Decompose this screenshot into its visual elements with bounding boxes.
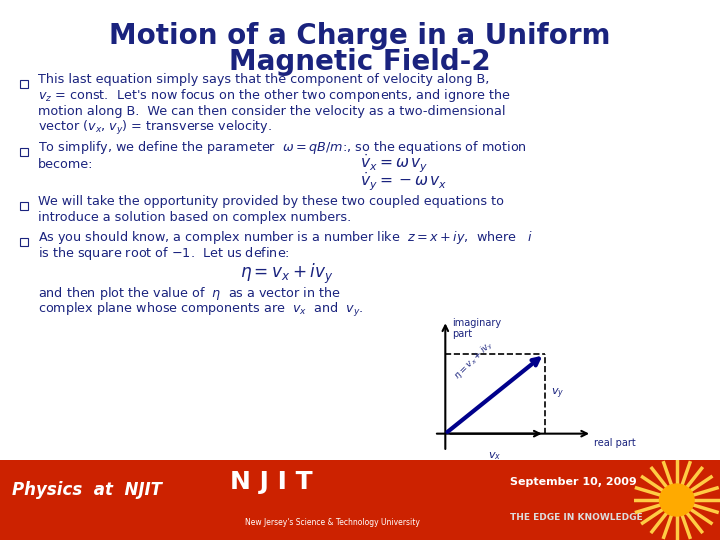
Text: introduce a solution based on complex numbers.: introduce a solution based on complex nu… bbox=[38, 212, 351, 225]
Text: and then plot the value of  $\eta$  as a vector in the: and then plot the value of $\eta$ as a v… bbox=[38, 286, 341, 302]
Text: $v_y$: $v_y$ bbox=[552, 387, 564, 401]
Text: This last equation simply says that the component of velocity along B,: This last equation simply says that the … bbox=[38, 73, 490, 86]
Text: Motion of a Charge in a Uniform: Motion of a Charge in a Uniform bbox=[109, 22, 611, 50]
Bar bbox=[20, 80, 28, 88]
Text: $\dot{v}_x = \omega\, v_y$: $\dot{v}_x = \omega\, v_y$ bbox=[360, 153, 428, 176]
Bar bbox=[20, 202, 28, 210]
Text: become:: become: bbox=[38, 158, 94, 171]
Text: N J I T: N J I T bbox=[230, 470, 312, 495]
Circle shape bbox=[660, 484, 694, 516]
Bar bbox=[0, 460, 720, 540]
Text: $\dot{v}_y = -\omega\, v_x$: $\dot{v}_y = -\omega\, v_x$ bbox=[360, 171, 447, 193]
Text: vector ($v_x$, $v_y$) = transverse velocity.: vector ($v_x$, $v_y$) = transverse veloc… bbox=[38, 119, 272, 137]
Text: real part: real part bbox=[594, 438, 636, 448]
Text: We will take the opportunity provided by these two coupled equations to: We will take the opportunity provided by… bbox=[38, 195, 504, 208]
Text: motion along B.  We can then consider the velocity as a two-dimensional: motion along B. We can then consider the… bbox=[38, 105, 505, 118]
Text: Magnetic Field-2: Magnetic Field-2 bbox=[229, 48, 491, 76]
Text: As you should know, a complex number is a number like  $z = x + iy$,  where   $i: As you should know, a complex number is … bbox=[38, 230, 534, 246]
Text: complex plane whose components are  $v_x$  and  $v_y$.: complex plane whose components are $v_x$… bbox=[38, 301, 364, 319]
Text: part: part bbox=[452, 329, 472, 340]
Text: To simplify, we define the parameter  $\omega=qB/m$:, so the equations of motion: To simplify, we define the parameter $\o… bbox=[38, 139, 527, 157]
Text: imaginary: imaginary bbox=[452, 318, 501, 328]
Text: $v_x$: $v_x$ bbox=[488, 450, 502, 462]
Text: $\eta = v_x + iv_y$: $\eta = v_x + iv_y$ bbox=[452, 338, 498, 383]
Text: $\eta = v_x + iv_y$: $\eta = v_x + iv_y$ bbox=[240, 262, 333, 286]
Bar bbox=[20, 238, 28, 246]
Text: THE EDGE IN KNOWLEDGE: THE EDGE IN KNOWLEDGE bbox=[510, 513, 643, 522]
Text: is the square root of $-1$.  Let us define:: is the square root of $-1$. Let us defin… bbox=[38, 246, 289, 262]
Text: New Jersey's Science & Technology University: New Jersey's Science & Technology Univer… bbox=[245, 518, 420, 527]
Text: September 10, 2009: September 10, 2009 bbox=[510, 477, 636, 488]
Text: $v_z$ = const.  Let's now focus on the other two components, and ignore the: $v_z$ = const. Let's now focus on the ot… bbox=[38, 87, 510, 105]
Text: Physics  at  NJIT: Physics at NJIT bbox=[12, 482, 162, 500]
Bar bbox=[20, 148, 28, 156]
